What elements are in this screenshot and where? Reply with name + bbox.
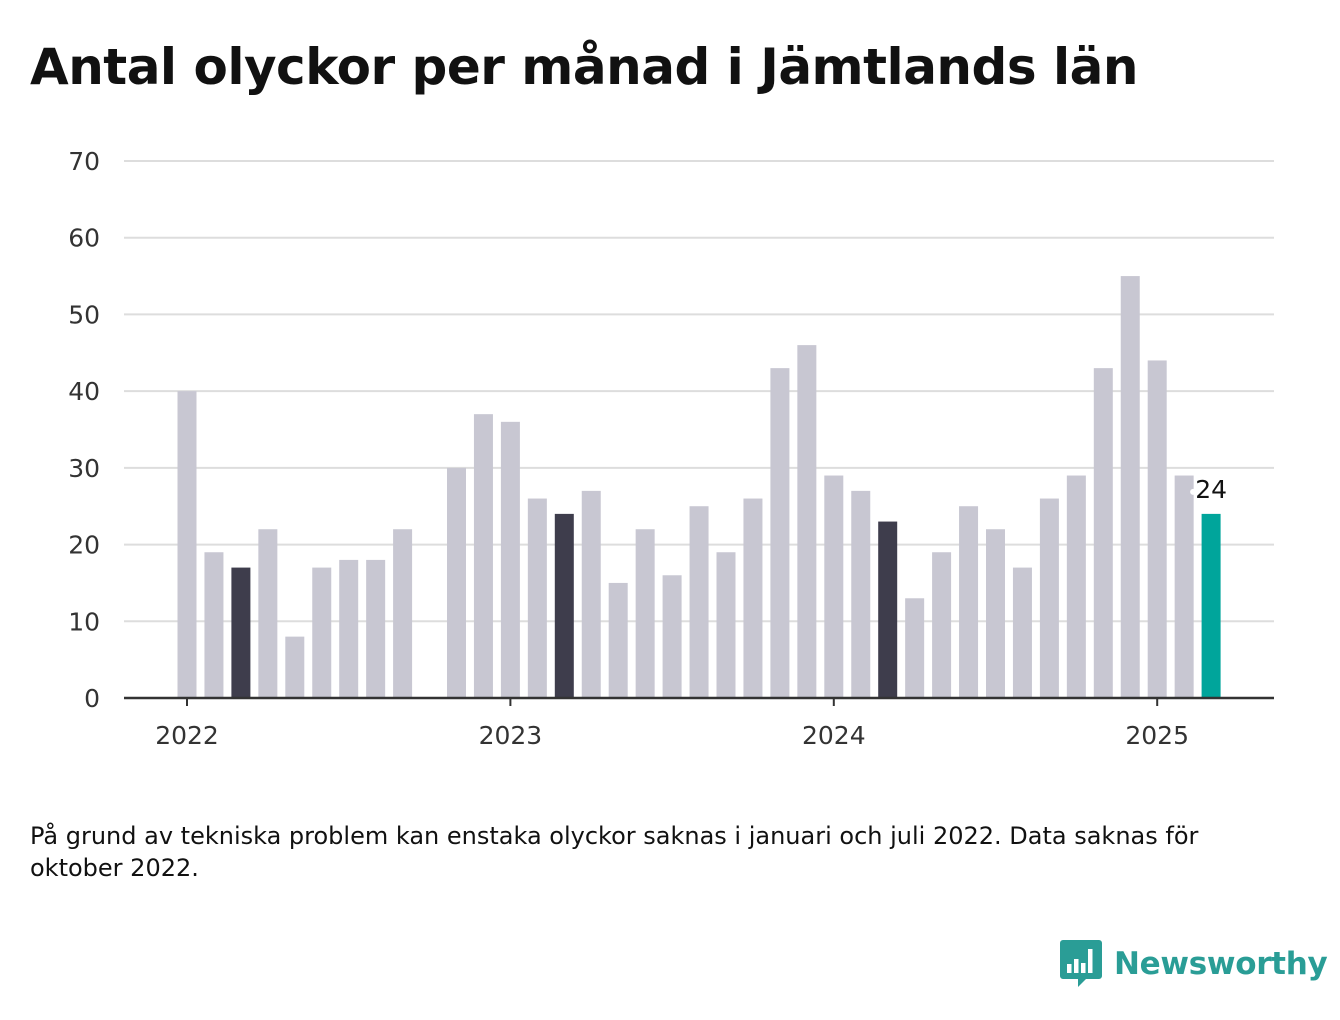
bar-2023-01 [500, 421, 520, 698]
bar-2023-06 [635, 529, 655, 698]
bar-2024-09 [1039, 498, 1059, 698]
bar-2025-03 [1201, 513, 1221, 698]
footnote: På grund av tekniska problem kan enstaka… [30, 822, 1199, 882]
bar-2023-08 [689, 506, 709, 698]
x-tick-label-2024: 2024 [802, 721, 866, 750]
bar-2022-05 [285, 636, 305, 698]
x-tick-label-2025: 2025 [1125, 721, 1189, 750]
data-label-marker [1190, 488, 1197, 495]
bar-2023-04 [581, 490, 601, 698]
data-labels: 24 [1190, 475, 1227, 504]
bar-2025-01 [1147, 360, 1167, 698]
bar-2023-03 [554, 513, 574, 698]
y-tick-label-10: 10 [68, 607, 100, 636]
bar-2023-07 [662, 575, 682, 698]
bar-2024-08 [1012, 567, 1032, 698]
bar-2023-12 [797, 345, 817, 698]
newsworthy-logo[interactable]: Newsworthy [1060, 940, 1328, 988]
x-axis [124, 696, 1274, 706]
bar-2024-03 [878, 521, 898, 698]
bar-2022-09 [393, 529, 413, 698]
newsworthy-logo-text: Newsworthy [1114, 946, 1328, 982]
y-axis-tick-labels: 0 10 20 30 40 50 60 70 [68, 147, 100, 713]
bar-2022-08 [366, 559, 386, 698]
bar-2022-11 [447, 467, 466, 698]
bar-2022-02 [204, 552, 224, 698]
bars [177, 276, 1221, 698]
bar-2024-12 [1120, 276, 1140, 698]
bar-2024-01 [824, 475, 844, 698]
newsworthy-logo-icon [1060, 940, 1102, 987]
bar-chart: 0 10 20 30 40 50 60 70 2022 2023 2024 2025 24 [68, 147, 1274, 750]
bar-2022-06 [312, 567, 332, 698]
y-tick-label-60: 60 [68, 224, 100, 253]
y-tick-label-70: 70 [68, 147, 100, 176]
bar-2023-09 [716, 552, 736, 698]
bar-2023-05 [608, 582, 628, 698]
x-axis-tick-labels: 2022 2023 2024 2025 [155, 721, 1189, 750]
bar-2024-05 [932, 552, 952, 698]
y-tick-label-30: 30 [68, 454, 100, 483]
bar-2022-12 [473, 414, 493, 698]
bar-2024-11 [1093, 368, 1113, 698]
y-tick-label-20: 20 [68, 531, 100, 560]
x-tick-label-2022: 2022 [155, 721, 219, 750]
bar-2023-02 [527, 498, 547, 698]
x-tick-label-2023: 2023 [479, 721, 543, 750]
bar-2022-01 [177, 391, 197, 698]
bar-2024-07 [986, 529, 1005, 698]
y-tick-label-40: 40 [68, 377, 100, 406]
bar-2023-10 [743, 498, 763, 698]
bar-2025-02 [1174, 475, 1194, 698]
bar-2022-03 [231, 567, 251, 698]
y-tick-label-0: 0 [84, 684, 100, 713]
bar-2023-11 [770, 368, 790, 698]
bar-2024-06 [959, 506, 979, 698]
data-label-latest: 24 [1195, 475, 1227, 504]
bar-2024-04 [905, 598, 925, 698]
y-tick-label-50: 50 [68, 300, 100, 329]
bar-2024-02 [851, 490, 871, 698]
chart-title: Antal olyckor per månad i Jämtlands län [30, 38, 1138, 96]
bar-2022-07 [339, 559, 359, 698]
grid-lines [124, 160, 1274, 623]
bar-2022-04 [258, 529, 278, 698]
bar-2024-10 [1066, 475, 1086, 698]
